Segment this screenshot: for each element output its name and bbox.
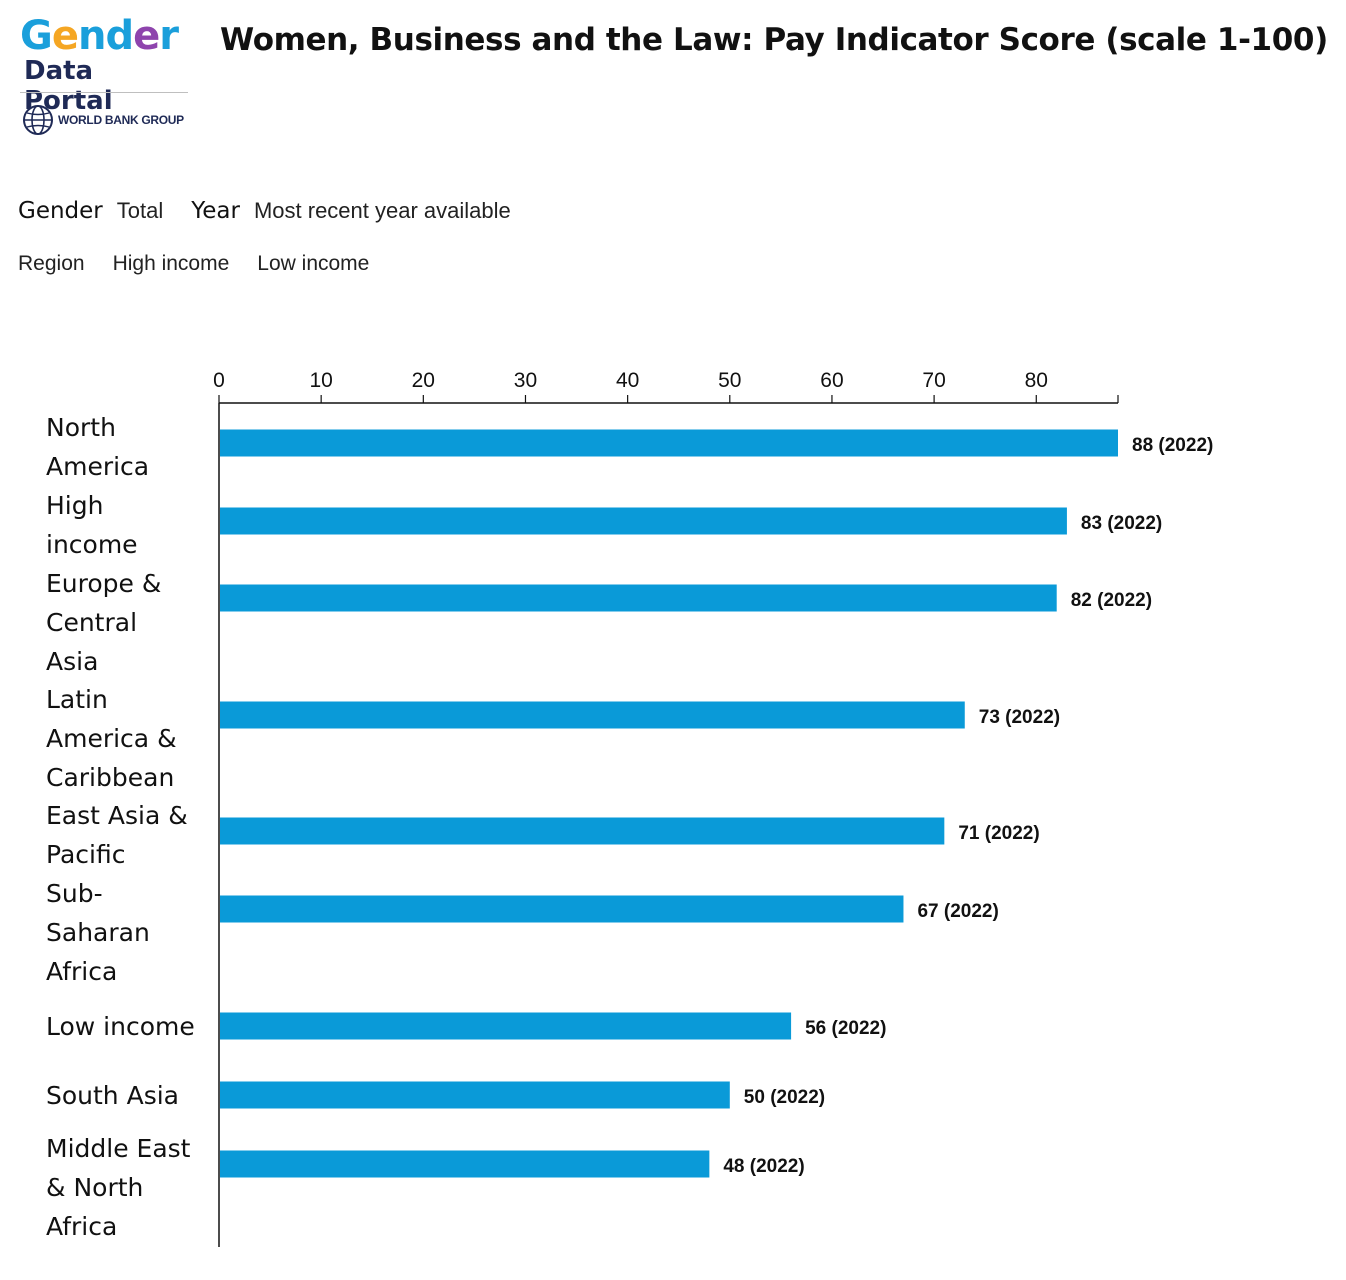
region-filter-chip[interactable]: High income (112, 252, 230, 275)
x-tick-label: 60 (820, 369, 843, 392)
bar (220, 701, 965, 729)
bar-data-label: 71 (2022) (958, 823, 1039, 844)
category-label: America & (46, 724, 177, 753)
bar-data-label: 73 (2022) (979, 707, 1060, 728)
bar-data-label: 82 (2022) (1071, 590, 1152, 611)
logo-letter: e (133, 13, 160, 59)
category-label: income (46, 530, 138, 559)
gender-filter-label: Gender (18, 198, 103, 224)
bar-chart: 0 10 20 30 40 50 60 70 80 88 (2022) North America 83… (46, 369, 1213, 1247)
gender-data-portal-logo[interactable]: Gender Data Portal WORLD BANK GROUP (18, 12, 190, 142)
bar (220, 817, 945, 845)
category-label: Sub- (46, 879, 103, 908)
bar (220, 584, 1057, 612)
category-label: East Asia & (46, 801, 188, 830)
year-filter-value[interactable]: Most recent year available (253, 198, 511, 223)
category-label: High (46, 491, 103, 520)
category-label: Middle East (46, 1134, 191, 1163)
category-label: America (46, 452, 149, 481)
bar (220, 1012, 792, 1040)
bar (220, 895, 904, 923)
logo-letter: d (105, 13, 134, 59)
category-label: North (46, 413, 116, 442)
x-tick-label: 50 (718, 369, 741, 392)
bar-data-label: 83 (2022) (1081, 513, 1162, 534)
x-tick-label: 0 (213, 369, 225, 392)
category-label: Pacific (46, 840, 125, 869)
bar-data-label: 48 (2022) (723, 1156, 804, 1177)
bar-data-label: 67 (2022) (917, 901, 998, 922)
category-label: Africa (46, 957, 117, 986)
category-label: Asia (46, 647, 98, 676)
world-bank-group-logo: WORLD BANK GROUP (22, 104, 184, 136)
category-label: Saharan (46, 918, 150, 947)
x-tick-label: 80 (1025, 369, 1048, 392)
bar (220, 1150, 710, 1178)
category-label: Caribbean (46, 763, 174, 792)
logo-wordmark-gender: Gender (20, 13, 179, 59)
category-label: Central (46, 608, 137, 637)
bar-data-label: 88 (2022) (1132, 435, 1213, 456)
x-tick-label: 20 (412, 369, 435, 392)
x-tick-label: 30 (514, 369, 537, 392)
logo-letter: G (20, 13, 53, 59)
x-tick-label: 10 (309, 369, 332, 392)
page-title: Women, Business and the Law: Pay Indicat… (220, 22, 1328, 58)
logo-letter: n (77, 13, 107, 59)
region-filter-chip[interactable]: Low income (257, 252, 370, 275)
category-label: Low income (46, 1012, 195, 1041)
bar-data-label: 50 (2022) (744, 1087, 825, 1108)
world-bank-group-text: WORLD BANK GROUP (58, 113, 184, 127)
globe-icon (23, 105, 53, 135)
logo-letter: e (51, 13, 79, 59)
region-filter-chip[interactable]: Region (18, 252, 85, 275)
category-label: South Asia (46, 1081, 179, 1110)
logo-letter: r (159, 13, 179, 59)
bar (220, 507, 1067, 535)
region-filter-row: Region High income Low income (18, 252, 369, 276)
category-label: & North (46, 1173, 143, 1202)
category-label: Latin (46, 685, 108, 714)
logo-wordmark-data-portal: Data Portal (24, 56, 113, 116)
bar (220, 1081, 730, 1109)
bar (220, 429, 1118, 457)
year-filter-label: Year (191, 198, 240, 224)
category-label: Africa (46, 1212, 117, 1241)
x-tick-label: 40 (616, 369, 639, 392)
category-label: Europe & (46, 569, 161, 598)
logo-divider (20, 92, 188, 93)
x-tick-label: 70 (922, 369, 945, 392)
bar-data-label: 56 (2022) (805, 1018, 886, 1039)
filter-row-gender-year: Gender Total Year Most recent year avail… (18, 198, 511, 224)
gender-filter-value[interactable]: Total (116, 198, 164, 223)
